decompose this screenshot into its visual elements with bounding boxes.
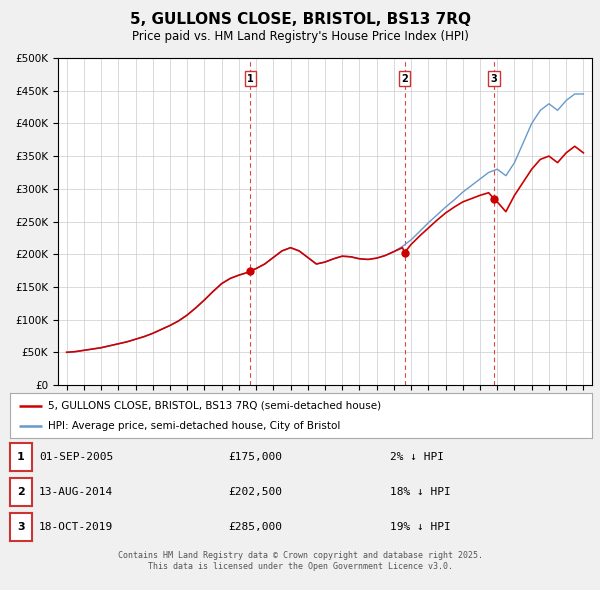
Text: 18% ↓ HPI: 18% ↓ HPI	[390, 487, 451, 497]
Text: 5, GULLONS CLOSE, BRISTOL, BS13 7RQ: 5, GULLONS CLOSE, BRISTOL, BS13 7RQ	[130, 12, 470, 27]
Text: 2: 2	[17, 487, 25, 497]
Text: HPI: Average price, semi-detached house, City of Bristol: HPI: Average price, semi-detached house,…	[48, 421, 340, 431]
Text: 2: 2	[401, 74, 408, 84]
Text: Price paid vs. HM Land Registry's House Price Index (HPI): Price paid vs. HM Land Registry's House …	[131, 30, 469, 43]
Text: 1: 1	[247, 74, 254, 84]
Text: 3: 3	[490, 74, 497, 84]
Text: £202,500: £202,500	[228, 487, 282, 497]
Text: 3: 3	[17, 522, 25, 532]
Text: £285,000: £285,000	[228, 522, 282, 532]
Text: 1: 1	[17, 452, 25, 462]
Text: 19% ↓ HPI: 19% ↓ HPI	[390, 522, 451, 532]
Text: Contains HM Land Registry data © Crown copyright and database right 2025.: Contains HM Land Registry data © Crown c…	[118, 551, 482, 560]
Text: £175,000: £175,000	[228, 452, 282, 462]
Text: 5, GULLONS CLOSE, BRISTOL, BS13 7RQ (semi-detached house): 5, GULLONS CLOSE, BRISTOL, BS13 7RQ (sem…	[48, 401, 381, 411]
Text: 13-AUG-2014: 13-AUG-2014	[39, 487, 113, 497]
Text: This data is licensed under the Open Government Licence v3.0.: This data is licensed under the Open Gov…	[148, 562, 452, 571]
Text: 18-OCT-2019: 18-OCT-2019	[39, 522, 113, 532]
Text: 01-SEP-2005: 01-SEP-2005	[39, 452, 113, 462]
Text: 2% ↓ HPI: 2% ↓ HPI	[390, 452, 444, 462]
